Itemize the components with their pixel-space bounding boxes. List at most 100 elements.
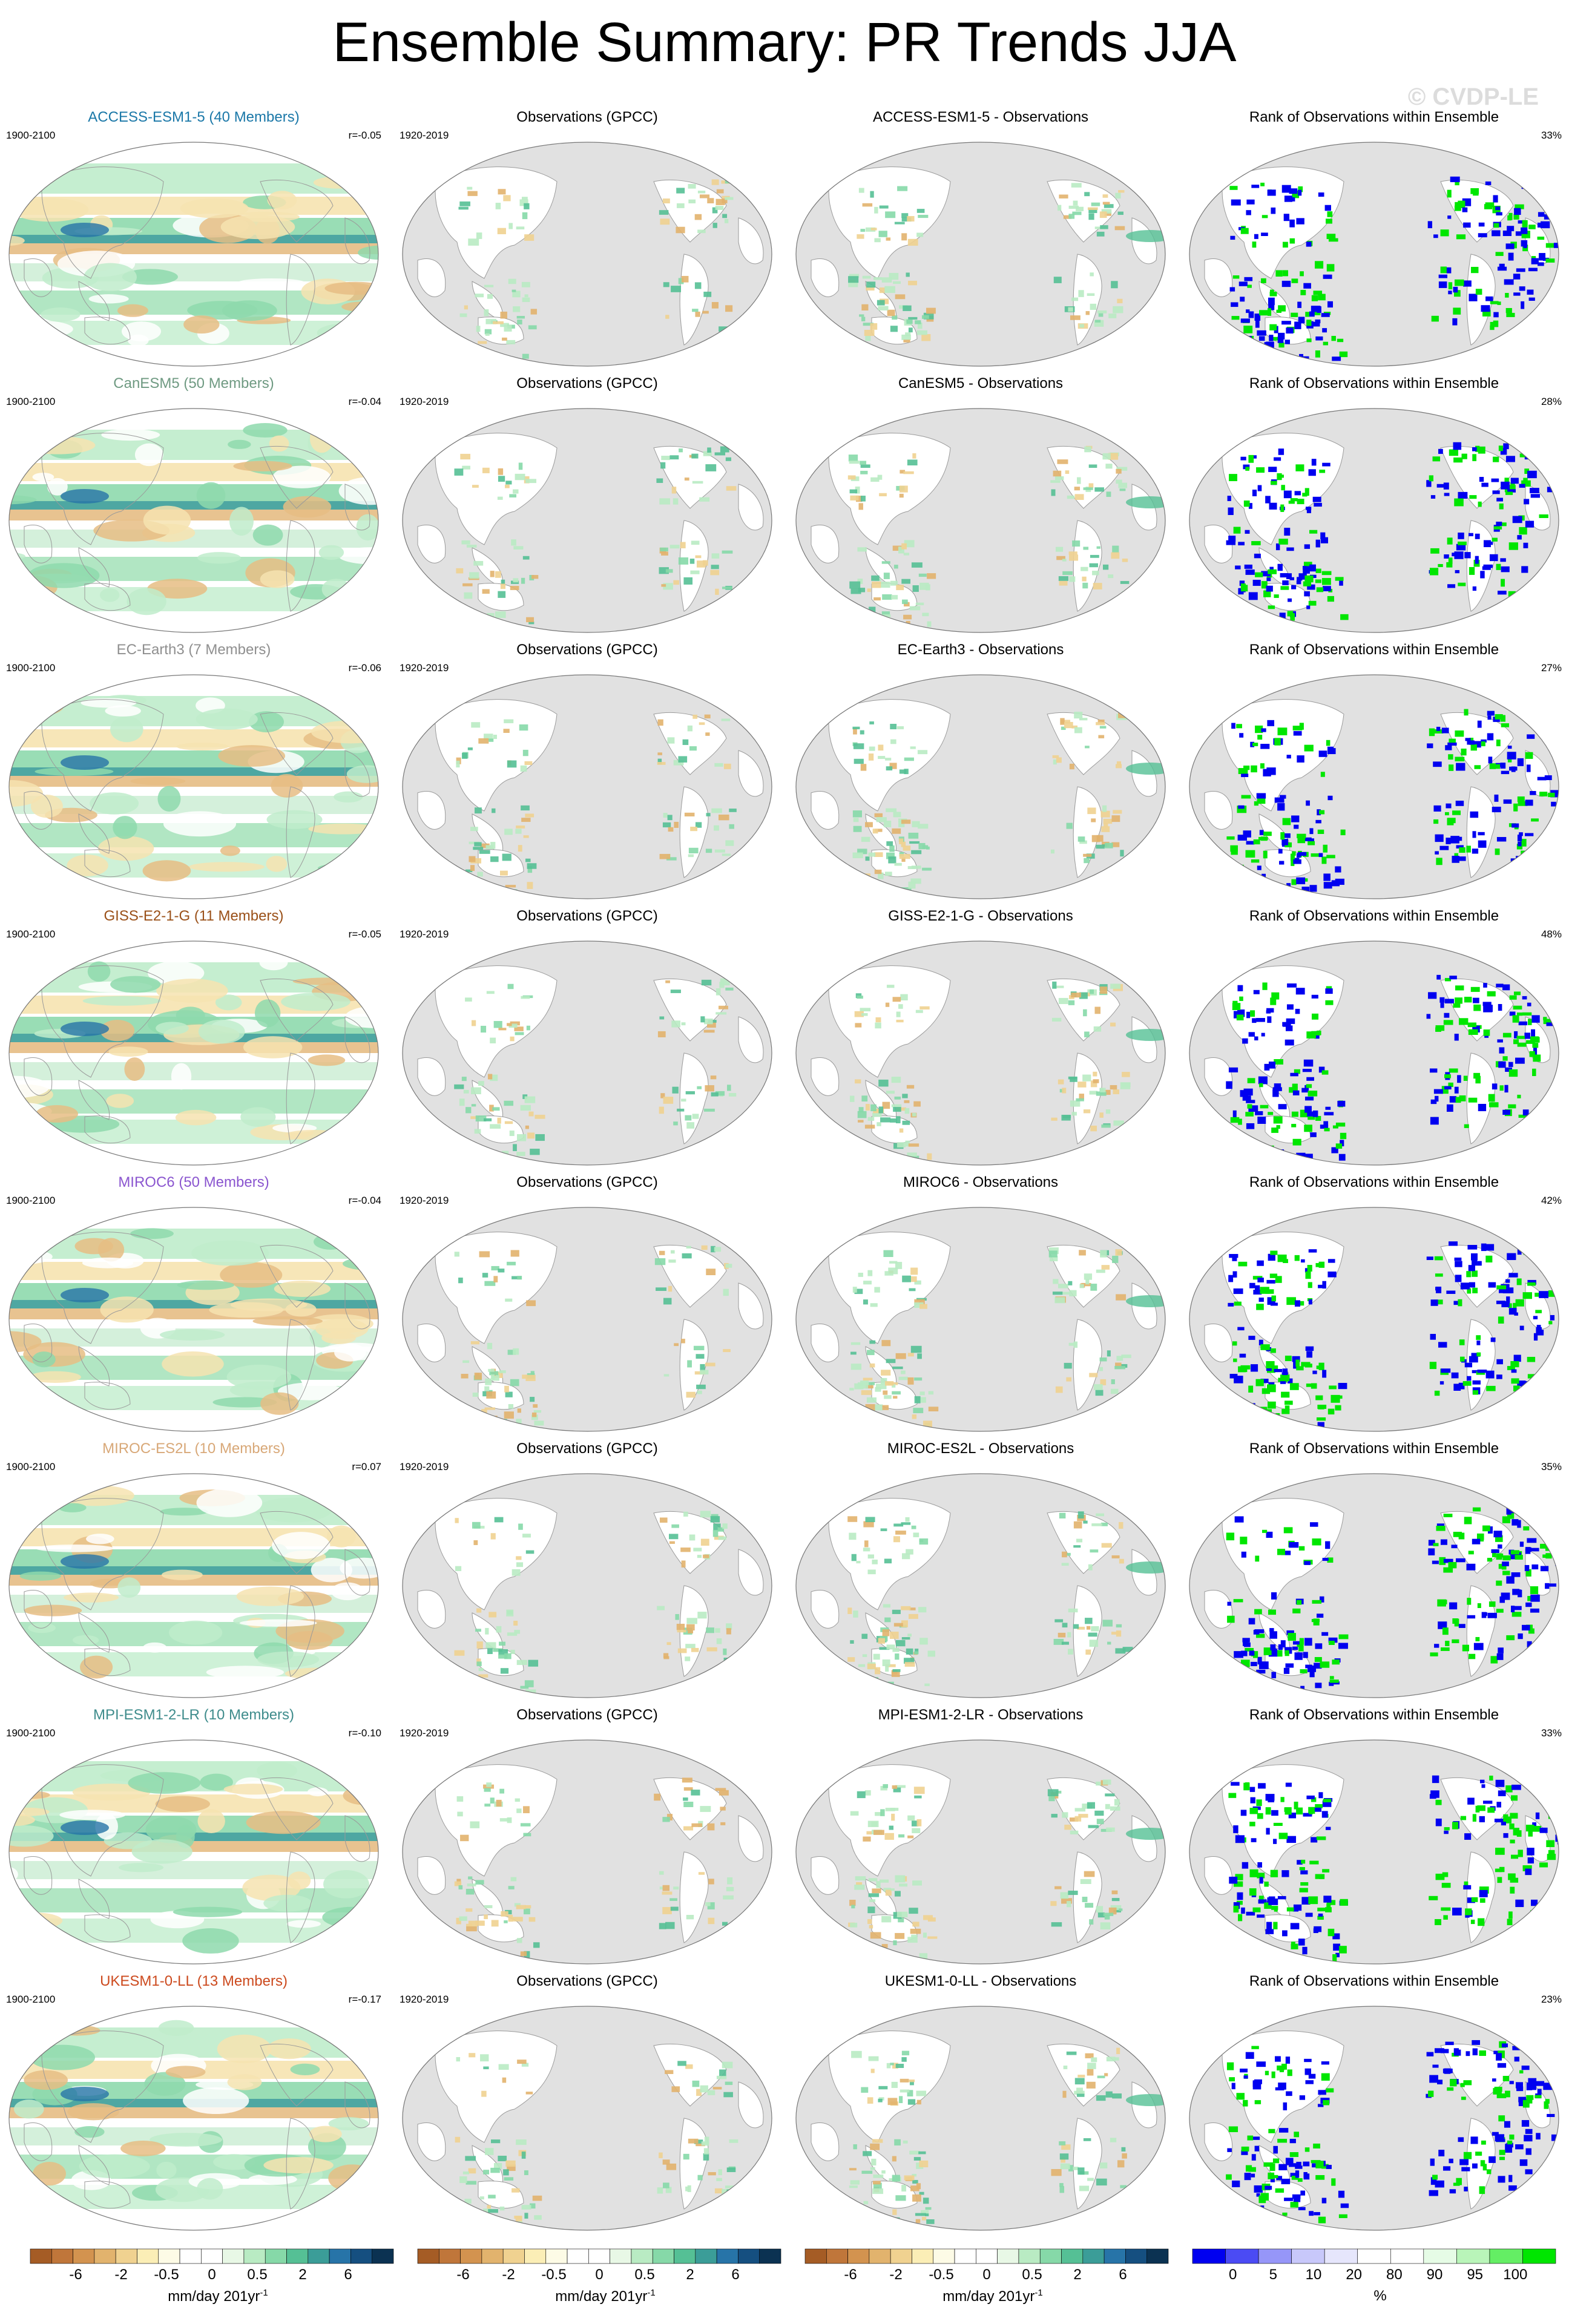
difference-panel: CanESM5 - Observations — [787, 375, 1174, 642]
obs-title: Observations (GPCC) — [516, 1440, 658, 1457]
trend-colorbar-swatches: -6 -2 -0.5 0 0.5 2 6 — [804, 2248, 1169, 2283]
rank-colorbar: 0 5 10 20 80 90 95 100 % — [1186, 2244, 1569, 2317]
colorbar-swatch — [222, 2248, 245, 2264]
watermark: © CVDP-LE — [1407, 84, 1539, 110]
colorbar-swatch — [438, 2248, 461, 2264]
colorbar-swatch — [1291, 2248, 1325, 2264]
model-title: UKESM1-0-LL (13 Members) — [100, 1973, 288, 1989]
colorbar-tick-label: 6 — [731, 2267, 739, 2283]
pattern-correlation: r=-0.17 — [348, 1994, 381, 2005]
rank-title: Rank of Observations within Ensemble — [1249, 375, 1499, 392]
model-period: 1900-2100 — [6, 1195, 56, 1206]
obs-period: 1920-2019 — [400, 130, 449, 141]
colorbar-swatch — [1324, 2248, 1358, 2264]
colorbar-tick-label: 0.5 — [634, 2267, 654, 2283]
panel-row: MIROC-ES2L (10 Members) 1900-2100 r=0.07… — [0, 1440, 1569, 1707]
colorbar-swatch — [1125, 2248, 1148, 2264]
difference-map — [795, 1739, 1166, 1965]
model-title: GISS-E2-1-G (11 Members) — [104, 908, 284, 924]
obs-title: Observations (GPCC) — [516, 1707, 658, 1723]
rank-percent: 33% — [1541, 1727, 1562, 1739]
trend-colorbar-1: -6 -2 -0.5 0 0.5 2 6 mm/day 201yr-1 — [24, 2244, 412, 2317]
rank-colorbar-swatches: 0 5 10 20 80 90 95 100 — [1192, 2248, 1556, 2283]
difference-map — [795, 1473, 1166, 1698]
colorbar-tick-label: 6 — [1119, 2267, 1127, 2283]
panel-row: EC-Earth3 (7 Members) 1900-2100 r=-0.06 … — [0, 642, 1569, 908]
model-title: ACCESS-ESM1-5 (40 Members) — [88, 109, 300, 125]
pattern-correlation: r=-0.10 — [348, 1727, 381, 1739]
rank-title: Rank of Observations within Ensemble — [1249, 642, 1499, 658]
obs-period: 1920-2019 — [400, 1461, 449, 1472]
colorbar-tick-label: -2 — [114, 2267, 127, 2283]
model-trend-map — [8, 1473, 379, 1698]
rank-title: Rank of Observations within Ensemble — [1249, 1440, 1499, 1457]
rank-panel: Rank of Observations within Ensemble 48% — [1180, 908, 1568, 1174]
colorbar-tick-label: -0.5 — [154, 2267, 179, 2283]
difference-map — [795, 674, 1166, 899]
model-title: MIROC6 (50 Members) — [118, 1174, 269, 1190]
colorbar-swatch — [933, 2248, 955, 2264]
trend-colorbar-swatches: -6 -2 -0.5 0 0.5 2 6 — [417, 2248, 781, 2283]
model-trend-map — [8, 2006, 379, 2231]
model-trend-map — [8, 408, 379, 633]
observations-panel: Observations (GPCC) 1920-2019 — [393, 908, 781, 1174]
observations-panel: Observations (GPCC) 1920-2019 — [393, 642, 781, 908]
observations-map — [402, 408, 772, 633]
model-trend-panel: ACCESS-ESM1-5 (40 Members) 1900-2100 r=-… — [0, 109, 387, 375]
model-trend-map — [8, 1739, 379, 1965]
rank-title: Rank of Observations within Ensemble — [1249, 1973, 1499, 1989]
colorbar-swatch — [243, 2248, 266, 2264]
rank-map — [1189, 674, 1559, 899]
colorbar-swatch — [1146, 2248, 1169, 2264]
obs-title: Observations (GPCC) — [516, 642, 658, 658]
obs-title: Observations (GPCC) — [516, 1973, 658, 1989]
model-title: CanESM5 (50 Members) — [113, 375, 274, 392]
pattern-correlation: r=-0.06 — [348, 662, 381, 674]
observations-panel: Observations (GPCC) 1920-2019 — [393, 375, 781, 642]
colorbar-swatch — [329, 2248, 351, 2264]
panel-row: CanESM5 (50 Members) 1900-2100 r=-0.04 O… — [0, 375, 1569, 642]
colorbar-swatch — [179, 2248, 202, 2264]
panel-row: ACCESS-ESM1-5 (40 Members) 1900-2100 r=-… — [0, 109, 1569, 375]
model-period: 1900-2100 — [6, 130, 56, 141]
obs-period: 1920-2019 — [400, 1195, 449, 1206]
colorbar-swatch — [588, 2248, 610, 2264]
observations-map — [402, 1739, 772, 1965]
colorbar-swatch — [460, 2248, 482, 2264]
colorbar-tick-label: 0 — [982, 2267, 990, 2283]
colorbar-swatch — [804, 2248, 827, 2264]
colorbar-tick-label: 100 — [1503, 2267, 1527, 2283]
colorbar-swatch — [265, 2248, 287, 2264]
colorbar-swatch — [1258, 2248, 1292, 2264]
trend-colorbar-unit: mm/day 201yr-1 — [555, 2288, 656, 2305]
panel-row: MIROC6 (50 Members) 1900-2100 r=-0.04 Ob… — [0, 1174, 1569, 1440]
colorbar-swatch — [417, 2248, 439, 2264]
colorbar-swatch — [1082, 2248, 1105, 2264]
model-trend-map — [8, 940, 379, 1166]
difference-title: CanESM5 - Observations — [898, 375, 1064, 392]
colorbar-swatch — [1018, 2248, 1041, 2264]
model-trend-map — [8, 1207, 379, 1432]
colorbar-tick-label: 90 — [1427, 2267, 1443, 2283]
model-period: 1900-2100 — [6, 928, 56, 940]
difference-panel: UKESM1-0-LL - Observations — [787, 1973, 1174, 2239]
obs-period: 1920-2019 — [400, 1727, 449, 1739]
colorbar-tick-label: 5 — [1269, 2267, 1277, 2283]
colorbar-swatch — [976, 2248, 998, 2264]
colorbar-tick-label: 2 — [298, 2267, 306, 2283]
colorbar-swatch — [1423, 2248, 1457, 2264]
observations-panel: Observations (GPCC) 1920-2019 — [393, 1440, 781, 1707]
model-period: 1900-2100 — [6, 1727, 56, 1739]
colorbar-tick-label: 80 — [1386, 2267, 1403, 2283]
colorbar-swatch — [869, 2248, 891, 2264]
observations-panel: Observations (GPCC) 1920-2019 — [393, 1707, 781, 1973]
difference-title: MIROC6 - Observations — [903, 1174, 1059, 1190]
colorbar-tick-label: -0.5 — [929, 2267, 953, 2283]
rank-map — [1189, 1207, 1559, 1432]
colorbar-swatch — [847, 2248, 870, 2264]
model-period: 1900-2100 — [6, 1461, 56, 1472]
colorbar-swatch — [610, 2248, 632, 2264]
trend-colorbar-unit: mm/day 201yr-1 — [168, 2288, 268, 2305]
colorbar-tick-label: 0 — [1229, 2267, 1237, 2283]
colorbar-swatch — [286, 2248, 309, 2264]
